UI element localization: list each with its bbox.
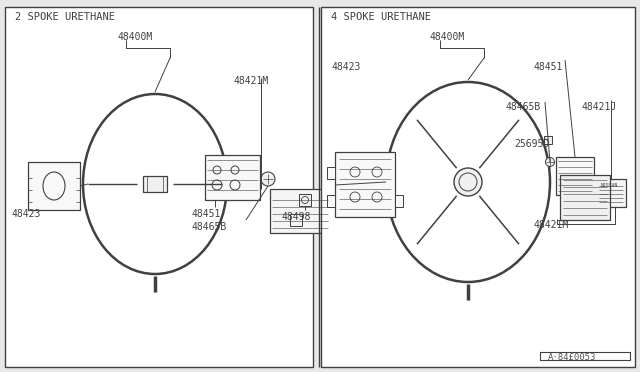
Bar [556,157,594,195]
Text: 48498: 48498 [282,212,312,222]
Text: 48421M: 48421M [534,220,569,230]
Bar [205,155,260,200]
Bar [299,194,311,206]
Text: 48421M: 48421M [234,76,269,86]
Text: A·84£0053: A·84£0053 [548,353,596,362]
Text: 48423: 48423 [12,209,42,219]
Text: 48451: 48451 [192,209,221,219]
Bar [335,152,395,217]
Bar [28,162,80,210]
Text: 4 SPOKE URETHANE: 4 SPOKE URETHANE [331,12,431,22]
Bar [270,189,332,233]
Bar [560,175,610,220]
Text: 48465B: 48465B [506,102,541,112]
Ellipse shape [454,168,482,196]
Bar [143,176,167,192]
Bar [327,195,335,207]
Bar [395,195,403,207]
Bar [290,214,302,226]
Text: 48400M: 48400M [117,32,152,42]
Text: 2 SPOKE URETHANE: 2 SPOKE URETHANE [15,12,115,22]
Text: 25695D: 25695D [514,139,549,149]
Bar [321,7,635,367]
Bar [5,7,313,367]
Bar [544,136,552,144]
Text: NISSAN: NISSAN [601,183,618,188]
Bar [596,179,626,207]
Text: 48400M: 48400M [430,32,465,42]
Text: 48451: 48451 [534,62,563,72]
Text: 48465B: 48465B [192,222,227,232]
Ellipse shape [545,157,554,167]
Ellipse shape [261,172,275,186]
Bar [327,167,335,179]
Text: 48421J: 48421J [582,102,617,112]
Text: 48423: 48423 [331,62,360,72]
